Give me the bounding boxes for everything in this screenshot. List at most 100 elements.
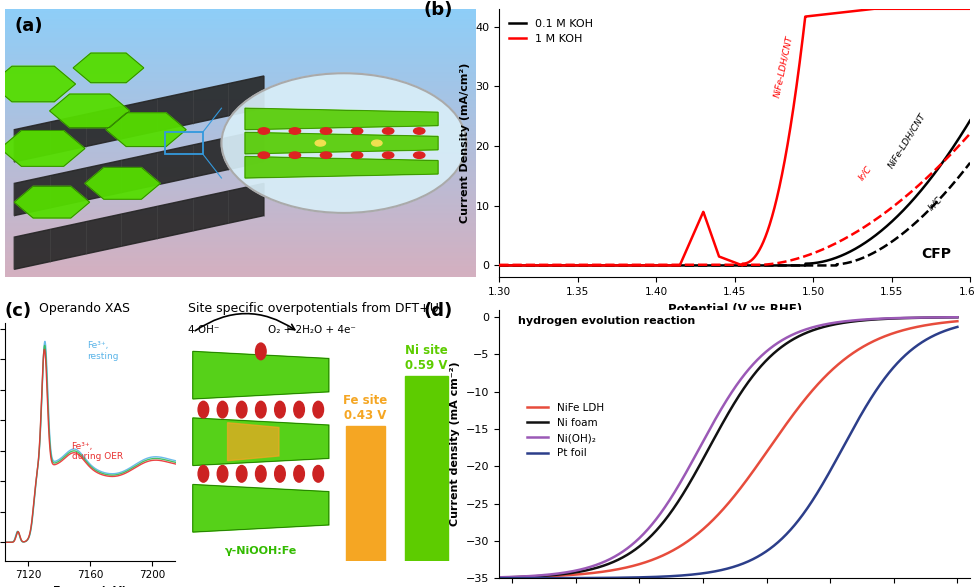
Polygon shape [245,132,438,154]
Line: Pt foil: Pt foil [499,327,957,578]
Circle shape [236,465,247,482]
Circle shape [382,152,394,158]
Circle shape [313,465,324,482]
Circle shape [217,465,228,482]
Ni(OH)₂ [859,316,871,323]
Circle shape [290,128,300,134]
Bar [165,132,203,154]
Polygon shape [245,157,438,178]
Y-axis label: Current Density (mA/cm²): Current Density (mA/cm²) [460,63,470,223]
Line: Ni foam: Ni foam [499,318,957,578]
NiFe LDH [493,574,505,581]
Pt foil [540,575,552,582]
Ni(OH)₂ [850,316,862,323]
Polygon shape [106,113,186,147]
Circle shape [258,152,269,158]
Ni(OH)₂ [540,571,552,578]
Circle shape [315,140,326,146]
Polygon shape [15,130,264,215]
Line: Ni(OH)₂: Ni(OH)₂ [499,317,957,577]
Polygon shape [227,423,279,461]
NiFe LDH [679,540,690,547]
Ni(OH)₂ [493,573,505,581]
Text: γ-NiOOH:Fe: γ-NiOOH:Fe [224,546,297,556]
X-axis label: Potential (V vs RHE): Potential (V vs RHE) [668,303,801,316]
NiFe LDH [952,318,963,325]
Circle shape [321,128,332,134]
Pt foil [859,405,871,412]
Polygon shape [15,183,264,269]
Ni foam [952,314,963,321]
Polygon shape [85,167,160,199]
Polygon shape [50,94,130,127]
Legend: NiFe LDH, Ni foam, Ni(OH)₂, Pt foil: NiFe LDH, Ni foam, Ni(OH)₂, Pt foil [524,399,608,463]
NiFe LDH [695,528,707,535]
Text: Fe³⁺,
during OER: Fe³⁺, during OER [71,441,123,461]
Polygon shape [245,108,438,130]
Circle shape [265,335,271,344]
Circle shape [275,465,286,482]
Ni foam [859,317,871,324]
Circle shape [275,402,286,418]
Circle shape [351,152,363,158]
Text: Ir/C: Ir/C [857,164,874,182]
Pt foil [850,419,862,426]
Text: Site specific overpotentials from DFT+U: Site specific overpotentials from DFT+U [187,302,439,315]
Circle shape [255,343,266,360]
Pt foil [808,495,820,502]
Text: O₂ + 2H₂O + 4e⁻: O₂ + 2H₂O + 4e⁻ [268,325,356,335]
Circle shape [413,152,425,158]
Polygon shape [15,76,264,162]
Circle shape [413,128,425,134]
Text: Ni site
0.59 V: Ni site 0.59 V [406,344,448,372]
Pt foil [679,572,690,579]
Bar [346,426,384,561]
Line: NiFe LDH: NiFe LDH [499,321,957,578]
Circle shape [382,128,394,134]
NiFe LDH [540,573,552,580]
Ni foam [679,488,690,495]
NiFe LDH [850,348,862,355]
Ni foam [850,318,862,325]
Ni foam [695,459,707,466]
Circle shape [351,128,363,134]
Ni(OH)₂ [808,323,820,330]
Ni(OH)₂ [695,441,707,448]
Text: Fe³⁺,
resting: Fe³⁺, resting [87,341,119,360]
Circle shape [255,465,266,482]
NiFe LDH [859,342,871,349]
Circle shape [293,402,304,418]
NiFe LDH [808,385,820,392]
Circle shape [258,128,269,134]
Ni(OH)₂ [952,313,963,321]
Text: Fe site
0.43 V: Fe site 0.43 V [343,394,388,422]
Polygon shape [193,352,329,399]
Text: Operando XAS: Operando XAS [39,302,130,315]
Polygon shape [73,53,143,83]
Pt foil [695,570,707,577]
Circle shape [321,152,332,158]
Pt foil [952,323,963,330]
Ni foam [540,572,552,579]
Ni foam [808,326,820,333]
Text: (d): (d) [424,302,453,319]
Y-axis label: Current density (mA cm⁻²): Current density (mA cm⁻²) [450,362,460,526]
Text: (a): (a) [15,17,43,35]
Polygon shape [0,131,85,166]
Circle shape [221,73,466,213]
Text: (b): (b) [424,1,453,19]
Legend: 0.1 M KOH, 1 M KOH: 0.1 M KOH, 1 M KOH [505,14,598,49]
Text: (c): (c) [5,302,32,320]
Circle shape [198,402,209,418]
Pt foil [493,575,505,582]
Circle shape [293,465,304,482]
Polygon shape [0,66,75,102]
Ni(OH)₂ [679,472,690,479]
Polygon shape [193,418,329,465]
Circle shape [198,465,209,482]
Circle shape [217,402,228,418]
Text: NiFe-LDH/CNT: NiFe-LDH/CNT [887,112,928,170]
Circle shape [236,402,247,418]
X-axis label: Energy (eV): Energy (eV) [54,586,127,587]
Circle shape [255,402,266,418]
